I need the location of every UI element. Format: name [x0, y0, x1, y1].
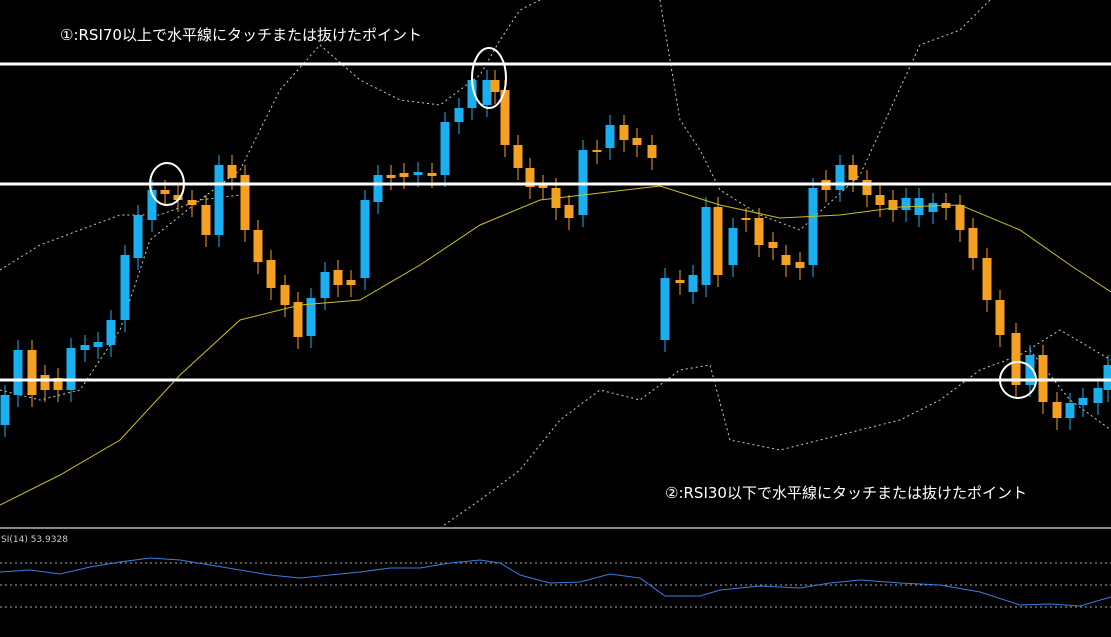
circles	[149, 47, 1037, 399]
candle-body	[1052, 402, 1062, 418]
candle-body	[53, 378, 63, 390]
moving-average	[0, 185, 1111, 506]
candle-body	[968, 228, 978, 258]
candle-body	[13, 350, 23, 395]
candle-body	[728, 228, 738, 265]
candle-body	[373, 175, 383, 202]
circle	[999, 361, 1037, 399]
candle-body	[525, 168, 535, 187]
candle-body	[80, 345, 90, 350]
candle-body	[688, 275, 698, 292]
candle-body	[240, 175, 250, 230]
candle-body	[808, 188, 818, 265]
candle-body	[106, 320, 116, 345]
candle-body	[227, 165, 237, 178]
candle-body	[360, 200, 370, 278]
candle-body	[1065, 403, 1075, 418]
candle-body	[901, 198, 911, 210]
horizontal-lines	[0, 62, 1111, 382]
candle-body	[605, 125, 615, 148]
candle-body	[27, 350, 37, 395]
band-line	[659, 0, 991, 231]
candle-body	[660, 278, 670, 340]
candle-body	[454, 108, 464, 122]
indicator-label: SI(14) 53.9328	[1, 535, 68, 545]
candle-body	[701, 207, 711, 285]
rsi-levels	[0, 562, 1111, 608]
candle-body	[888, 200, 898, 210]
band-line	[0, 0, 541, 271]
candle-body	[955, 205, 965, 230]
candle-body	[346, 280, 356, 285]
candle-body	[160, 190, 170, 194]
candle-body	[713, 207, 723, 275]
candle-body	[632, 138, 642, 145]
candle-body	[147, 190, 157, 220]
candle-body	[482, 80, 492, 105]
candle-body	[467, 80, 477, 108]
candle-body	[293, 302, 303, 337]
candle-body	[386, 175, 396, 178]
candle-body	[1011, 333, 1021, 385]
candle-body	[538, 185, 548, 188]
candle-body	[413, 172, 423, 175]
candle-body	[982, 258, 992, 300]
candle-body	[1025, 355, 1035, 385]
candle-body	[928, 203, 938, 212]
candle-body	[768, 242, 778, 248]
candle-body	[214, 165, 224, 235]
candle-body	[1093, 388, 1103, 403]
candle-body	[0, 395, 10, 425]
candle-body	[564, 205, 574, 218]
candle-body	[280, 285, 290, 305]
candle-body	[187, 200, 197, 205]
candle-body	[647, 145, 657, 158]
candle-body	[1103, 365, 1111, 390]
candle-body	[862, 180, 872, 195]
candle-body	[619, 125, 629, 140]
candle-body	[675, 280, 685, 283]
rsi-line	[0, 557, 1111, 607]
candle-body	[500, 90, 510, 145]
candle-body	[253, 230, 263, 262]
candle-body	[592, 150, 602, 152]
candle-body	[40, 375, 50, 390]
candle-body	[835, 165, 845, 190]
candle-body	[93, 342, 103, 347]
candle-body	[427, 173, 437, 176]
candle-body	[173, 195, 183, 200]
candle-body	[320, 272, 330, 298]
annotation: ②:RSI30以下で水平線にタッチまたは抜けたポイント	[665, 484, 1027, 502]
annotation: ①:RSI70以上で水平線にタッチまたは抜けたポイント	[60, 26, 422, 44]
candle-body	[1078, 398, 1088, 405]
candle-body	[848, 165, 858, 180]
candle-body	[754, 218, 764, 245]
circle	[149, 162, 185, 206]
circle	[471, 47, 507, 109]
candle-body	[513, 145, 523, 168]
candle-body	[440, 122, 450, 175]
candle-body	[741, 218, 751, 220]
candle-body	[201, 205, 211, 235]
candle-body	[66, 348, 76, 390]
candle-body	[306, 298, 316, 336]
candle-body	[995, 300, 1005, 335]
candle-body	[795, 262, 805, 268]
band-line	[0, 194, 241, 401]
candle-body	[875, 195, 885, 205]
candle-body	[120, 255, 130, 320]
candle-body	[266, 260, 276, 288]
candle-body	[781, 255, 791, 265]
candle-body	[399, 173, 409, 177]
candle-body	[490, 80, 500, 92]
candle-body	[333, 270, 343, 285]
candle-body	[133, 215, 143, 258]
